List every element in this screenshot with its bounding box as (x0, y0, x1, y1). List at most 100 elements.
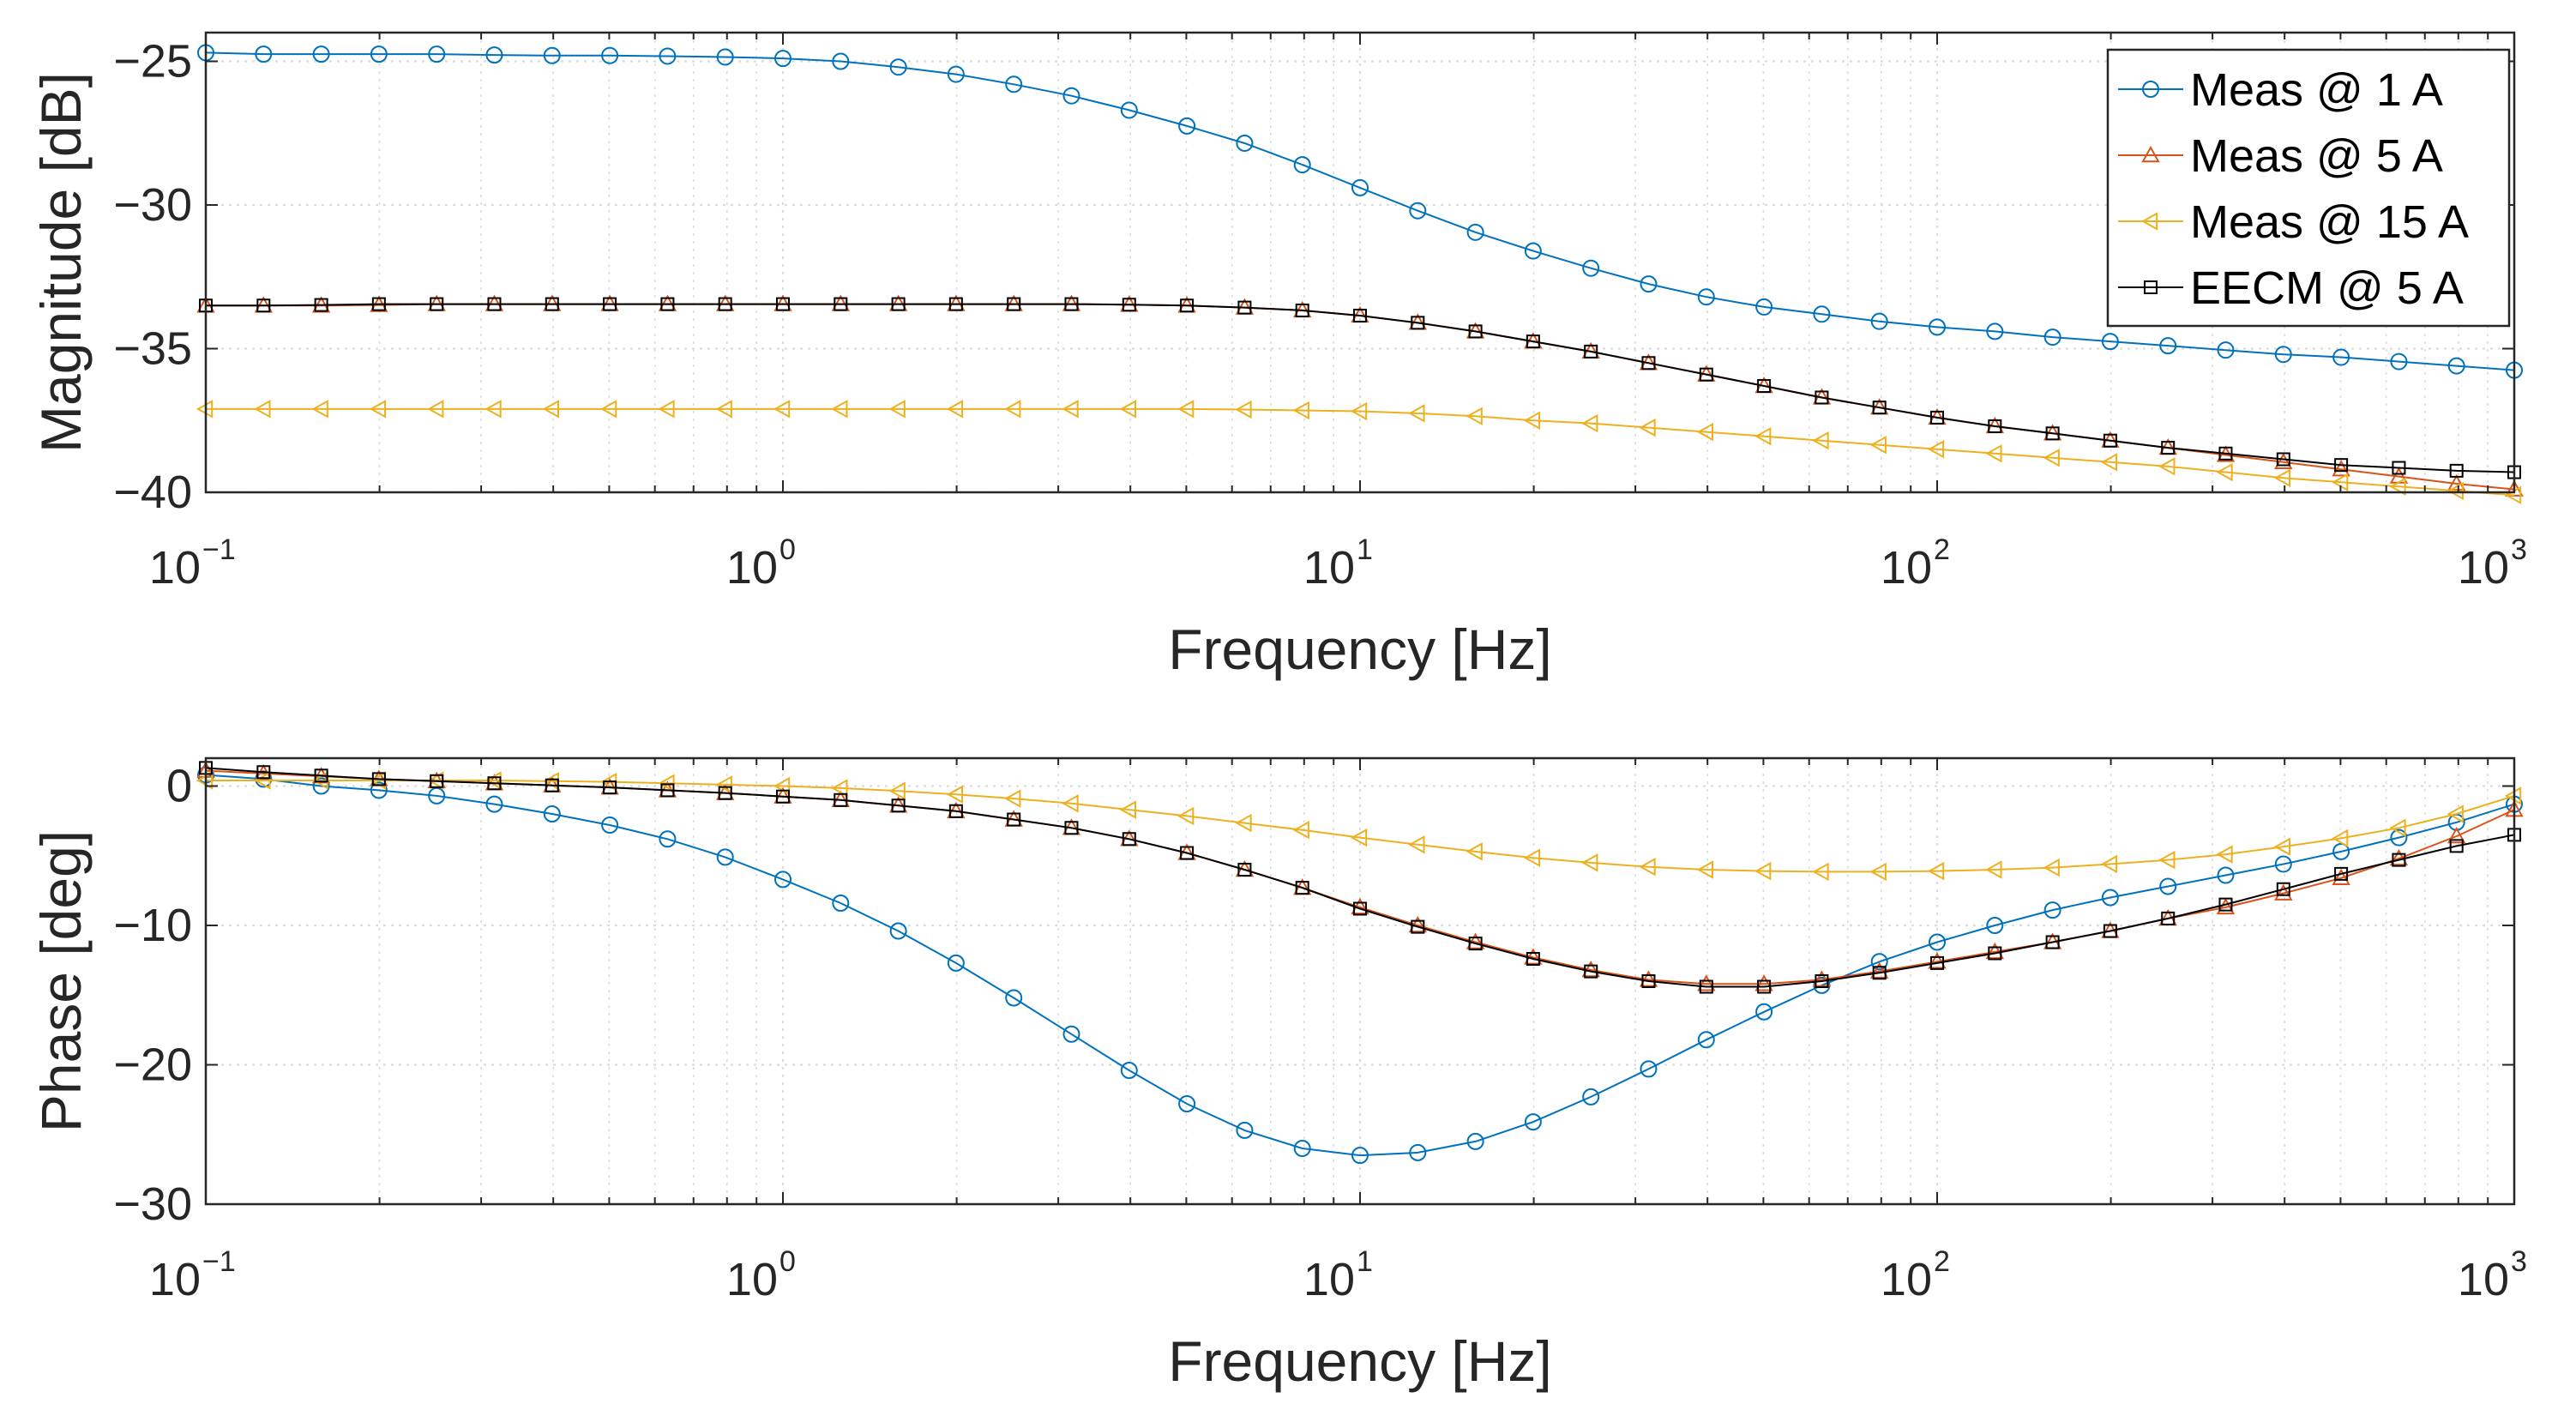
series-group (196, 44, 2524, 505)
data-point (2332, 842, 2350, 860)
x-tick-label: 10 1 (1303, 533, 1373, 594)
data-point (1696, 860, 1713, 879)
data-point (2276, 882, 2290, 896)
data-point (658, 774, 675, 792)
x-tick-label-exponent: 0 (779, 533, 796, 566)
data-point (487, 776, 502, 791)
data-point (1409, 1143, 1427, 1161)
data-point (1466, 407, 1483, 425)
legend-box (2106, 48, 2511, 328)
data-point (2447, 804, 2464, 823)
data-point (1755, 1003, 1773, 1021)
data-point (774, 871, 791, 889)
data-point (2218, 897, 2233, 912)
data-point (485, 46, 503, 64)
series-line (206, 303, 2515, 473)
x-tick-label-base: 10 (726, 1254, 778, 1305)
x-tick-label-base: 10 (1881, 542, 1932, 594)
data-point (1062, 87, 1080, 105)
data-point (312, 45, 330, 63)
x-tick-label-base: 10 (1881, 1254, 1932, 1305)
data-point (1178, 1095, 1196, 1112)
data-point (1235, 813, 1252, 833)
data-point (1584, 344, 1598, 359)
data-point (2161, 911, 2176, 925)
x-tick-label-exponent: 1 (1357, 1245, 1373, 1278)
data-point (254, 400, 271, 419)
x-tick-label-exponent: 3 (2511, 1245, 2527, 1278)
data-point (1988, 419, 2002, 433)
data-point (1177, 400, 1195, 419)
series-meas-1a (197, 766, 2523, 1165)
data-point (1180, 298, 1195, 313)
data-point (2274, 883, 2293, 901)
data-point (1120, 1062, 1138, 1079)
x-tick-label: 10 −1 (149, 1245, 236, 1305)
data-point (1696, 422, 1713, 442)
data-point (2043, 858, 2060, 877)
data-point (1466, 223, 1484, 241)
data-point (1466, 1132, 1484, 1150)
data-point (1237, 863, 1252, 877)
data-point (370, 781, 388, 799)
data-point (773, 400, 791, 419)
y-tick-label: −25 (113, 36, 192, 87)
data-point (1180, 846, 1195, 860)
data-point (2216, 897, 2236, 915)
data-point (256, 765, 271, 780)
data-point (1004, 789, 1021, 808)
data-point (2389, 818, 2406, 837)
data-point (948, 804, 963, 818)
data-point (1524, 1113, 1542, 1131)
x-tick-label-base: 10 (149, 1254, 201, 1305)
data-point (891, 798, 906, 813)
data-point (1350, 401, 1368, 421)
data-point (1409, 202, 1427, 220)
data-point (1582, 259, 1600, 277)
data-point (1120, 101, 1138, 119)
data-point (1523, 848, 1541, 867)
series-line (205, 51, 2515, 371)
data-point (1581, 413, 1598, 433)
data-point (1754, 861, 1772, 881)
data-point (601, 816, 619, 834)
data-point (2158, 457, 2176, 476)
data-point (776, 789, 790, 804)
ticks (205, 33, 2514, 493)
x-tick-labels: 10 −1 10 0 10 1 10 2 10 3 (149, 1245, 2527, 1305)
data-point (543, 805, 561, 822)
data-point (2161, 441, 2176, 455)
y-tick-label: 0 (166, 761, 192, 812)
data-point (255, 45, 273, 63)
data-point (2043, 328, 2061, 346)
data-point (2390, 352, 2408, 371)
data-point (1581, 960, 1600, 978)
data-point (1411, 919, 1425, 934)
data-point (1236, 1121, 1254, 1139)
x-tick-label-base: 10 (2458, 542, 2509, 594)
data-point (2216, 845, 2233, 864)
data-point (774, 50, 791, 68)
data-point (1062, 794, 1079, 813)
x-tick-label-exponent: 2 (1934, 533, 1950, 566)
x-tick-label: 10 2 (1881, 533, 1950, 594)
data-point (2045, 935, 2060, 949)
data-point (1872, 401, 1887, 415)
data-point (1754, 974, 1773, 991)
x-tick-label: 10 0 (726, 533, 796, 594)
legend-label: Meas @ 5 A (2190, 130, 2443, 182)
data-point (1815, 390, 1829, 405)
data-point (311, 400, 328, 419)
data-point (2273, 837, 2290, 856)
data-point (256, 298, 271, 313)
data-point (430, 297, 444, 311)
data-point (1064, 297, 1079, 311)
data-point (2159, 337, 2177, 355)
data-point (2274, 452, 2293, 470)
data-point (2103, 433, 2117, 448)
data-point (254, 771, 271, 790)
data-point (947, 954, 965, 972)
y-axis-title: Magnitude [dB] (29, 72, 93, 453)
data-point (1985, 444, 2002, 463)
